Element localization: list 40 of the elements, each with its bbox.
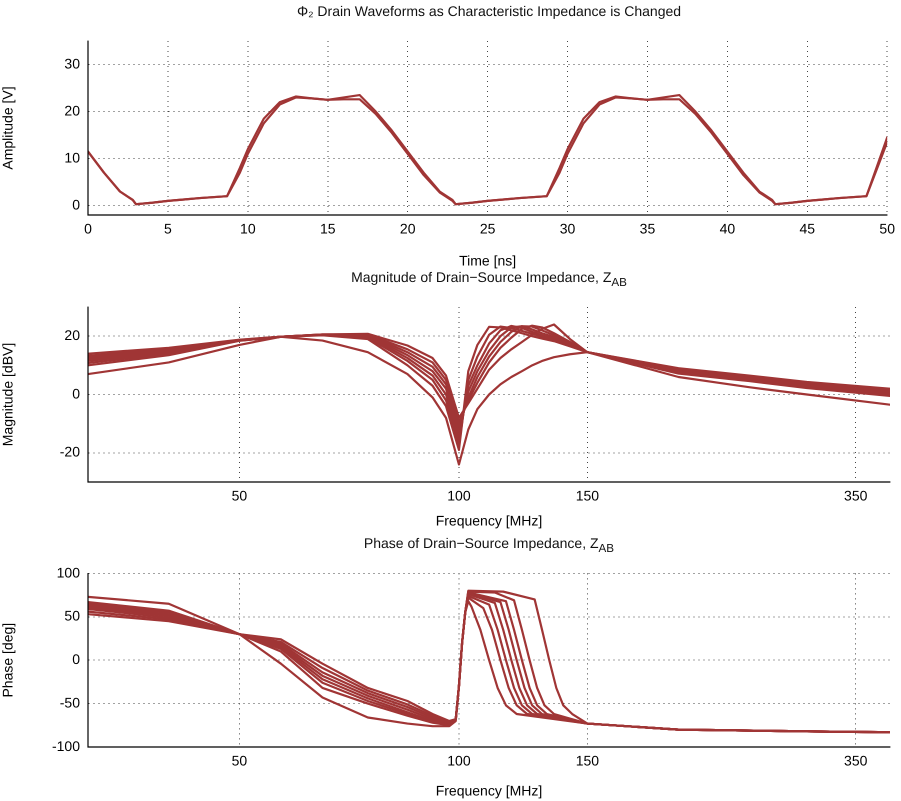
y-axis-title: Phase [deg] [0,622,16,698]
x-tick-label: 25 [480,220,496,236]
x-axis-title: Frequency [MHz] [436,512,542,528]
y-tick-label: -50 [60,694,80,710]
x-tick-label: 100 [447,752,471,768]
y-tick-label: 0 [72,385,80,402]
x-tick-label: 15 [320,220,336,236]
y-tick-label: 100 [56,564,80,580]
y-tick-label: -20 [60,444,80,460]
x-tick-label: 45 [800,220,816,236]
y-tick-label: 30 [64,55,80,72]
x-tick-label: 150 [576,487,600,504]
y-tick-label: 50 [64,608,80,624]
x-tick-label: 50 [232,752,248,768]
x-axis-title: Frequency [MHz] [436,782,542,798]
chart-title: Φ₂ Drain Waveforms as Characteristic Impedance is Changed [296,3,682,19]
x-tick-label: 40 [720,220,736,236]
x-tick-label: 35 [640,220,656,236]
chart-title: Magnitude of Drain−Source Impedance, Z$_{AB}$ [350,269,628,289]
x-tick-label: 50 [232,487,248,504]
x-tick-label: 10 [240,220,256,236]
y-tick-label: -100 [52,738,80,754]
x-tick-label: 150 [576,752,600,768]
chart-title: Phase of Drain−Source Impedance, Z$_{AB}$ [362,535,616,555]
x-tick-label: 350 [844,487,868,504]
x-tick-label: 100 [447,487,471,504]
y-tick-label: 20 [64,102,80,118]
x-tick-label: 30 [560,220,576,236]
x-tick-label: 0 [84,220,92,236]
x-tick-label: 50 [879,220,896,236]
x-tick-label: 5 [164,220,172,236]
x-tick-label: 350 [844,752,868,768]
x-tick-label: 20 [400,220,416,236]
y-tick-label: 0 [72,196,80,212]
y-axis-title: Magnitude [dBV] [0,342,16,446]
x-axis-title: Time [ns] [459,252,516,268]
y-tick-label: 20 [64,327,80,344]
y-axis-title: Amplitude [V] [0,86,16,170]
y-tick-label: 10 [64,149,80,166]
y-tick-label: 0 [72,651,80,668]
